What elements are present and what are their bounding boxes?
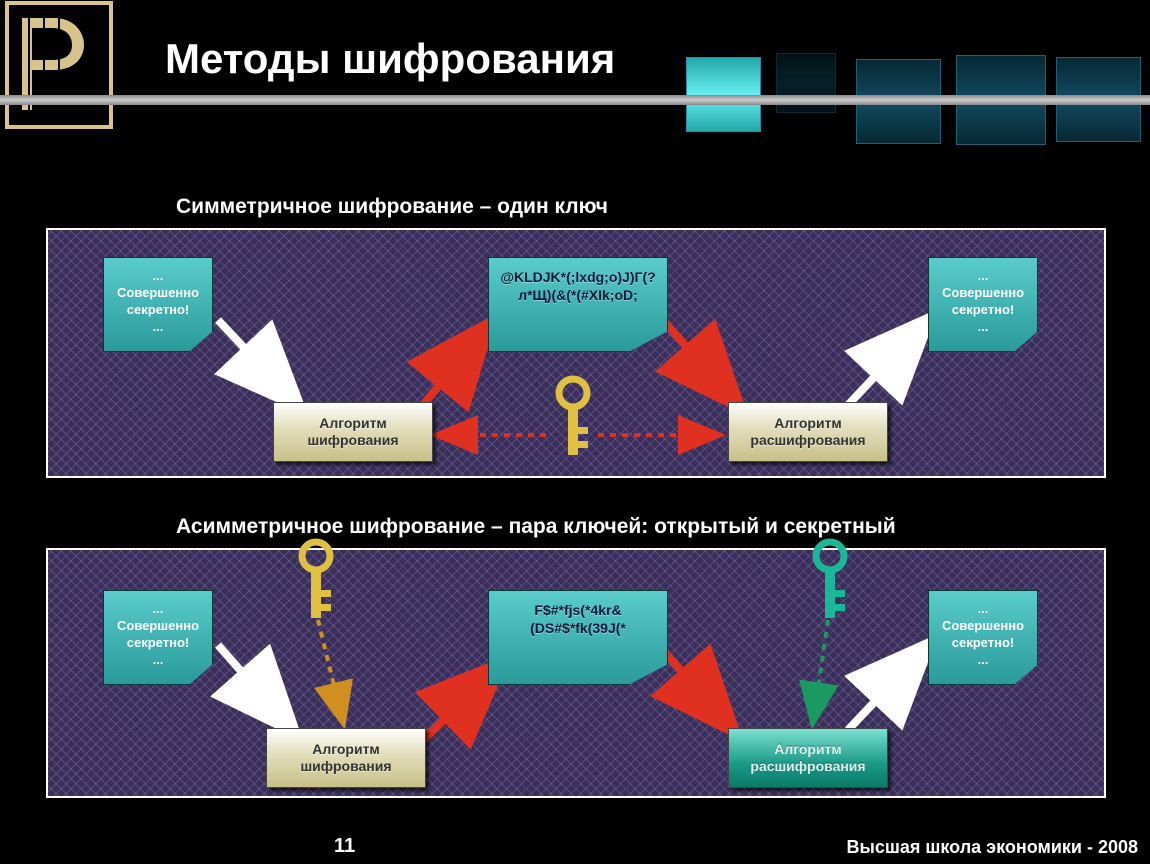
section1-ciphertext: @KLDJK*(;lxdg;o)J)Г(?л*Щ)(&(*(#XIk;oD;: [488, 257, 668, 352]
section1-plaintext-left: ... Совершенно секретно! ...: [103, 257, 213, 352]
header-map-tiles: [656, 45, 1146, 165]
page-number: 11: [334, 835, 355, 858]
section1-key-icon: [553, 375, 593, 465]
section1-panel: ... Совершенно секретно! ... @KLDJK*(;lx…: [46, 228, 1106, 478]
section1-algo-encrypt: Алгоритм шифрования: [273, 402, 433, 462]
section2-algo-decrypt: Алгоритм расшифрования: [728, 728, 888, 788]
section2-label: Асимметричное шифрование – пара ключей: …: [176, 515, 896, 539]
section2-plaintext-left: ... Совершенно секретно! ...: [103, 590, 213, 685]
header-divider: [0, 95, 1150, 105]
section1-plaintext-right: ... Совершенно секретно! ...: [928, 257, 1038, 352]
section2-ciphertext: F$#*fjs(*4kr&(DS#$*fk(39J(*: [488, 590, 668, 685]
section2-panel: ... Совершенно секретно! ... F$#*fjs(*4k…: [46, 548, 1106, 798]
footer-org: Высшая школа экономики - 2008: [847, 837, 1139, 858]
section1-algo-decrypt: Алгоритм расшифрования: [728, 402, 888, 462]
section2-algo-encrypt: Алгоритм шифрования: [266, 728, 426, 788]
hse-logo-icon: [4, 0, 114, 130]
slide-title: Методы шифрования: [165, 35, 615, 83]
section1-label: Симметричное шифрование – один ключ: [176, 195, 608, 219]
section2-private-key-icon: [810, 538, 850, 628]
section2-plaintext-right: ... Совершенно секретно! ...: [928, 590, 1038, 685]
section2-public-key-icon: [296, 538, 336, 628]
